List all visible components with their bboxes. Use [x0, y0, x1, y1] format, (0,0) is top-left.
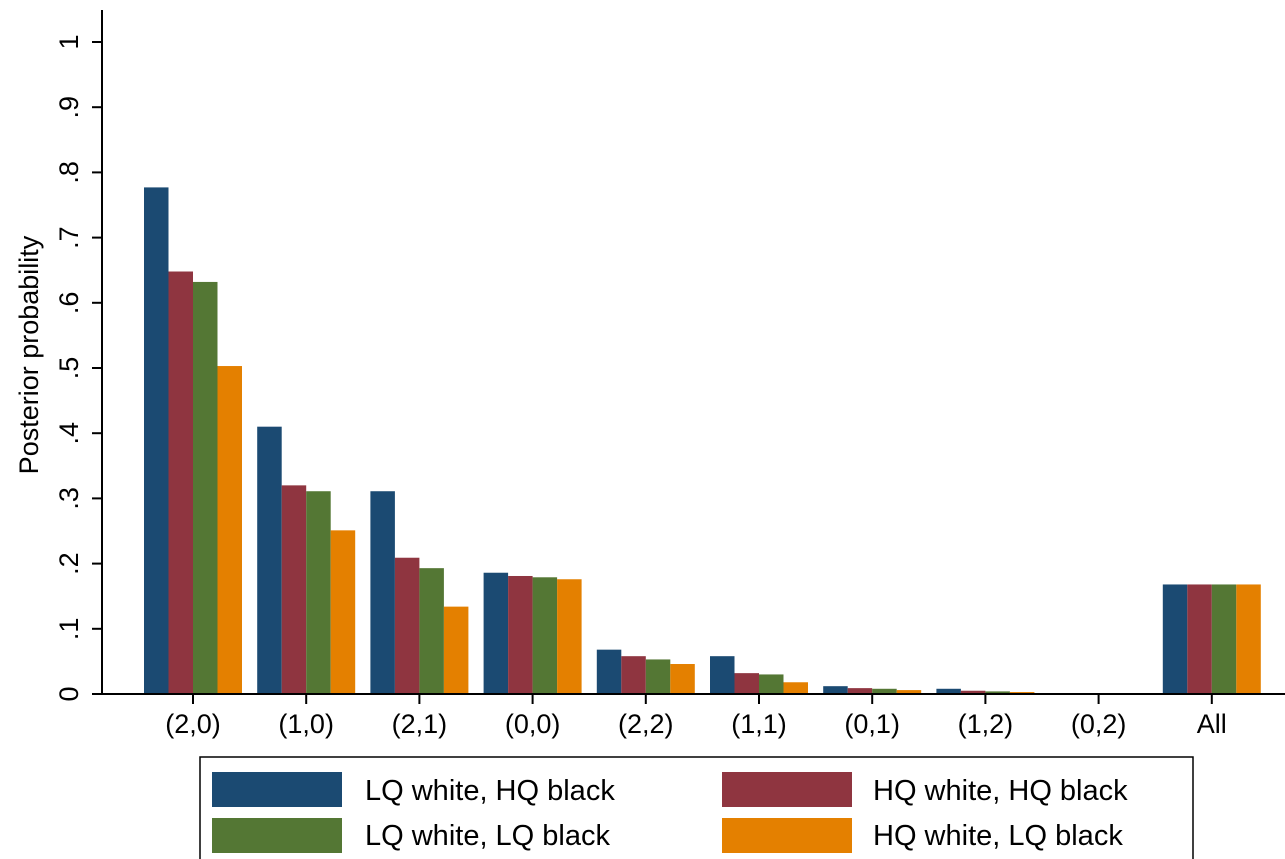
y-tick-label: .1: [54, 618, 84, 641]
bar-1-10: [1162, 584, 1188, 694]
bar-1-5: [596, 649, 622, 694]
axes-layer: [101, 10, 1285, 695]
bar-3-8: [985, 691, 1010, 694]
bar-2-1: [168, 271, 193, 694]
y-tick-label: 0: [54, 686, 84, 701]
bar-2-2: [281, 485, 307, 694]
x-tick-label: (2,0): [165, 709, 221, 739]
legend: LQ white, HQ black HQ white, HQ black LQ w…: [199, 756, 1194, 859]
y-tick-label: .7: [54, 226, 84, 249]
x-tick-label: (0,2): [1071, 709, 1127, 739]
legend-swatch-4: [722, 818, 852, 853]
bar-1-1: [144, 187, 169, 694]
bar-2-5: [621, 656, 646, 694]
y-tick-label: .2: [54, 552, 84, 575]
bar-4-7: [896, 690, 922, 694]
bar-2-6: [734, 673, 759, 694]
bar-2-8: [960, 690, 986, 694]
y-ticks: 0 .1 .2 .3 .4 .5 .6 .7 .8 .9 1: [54, 34, 102, 702]
legend-label-3: LQ white, LQ black: [365, 820, 610, 852]
bar-3-2: [306, 491, 331, 694]
bar-3-7: [872, 688, 897, 694]
bar-4-3: [443, 606, 469, 694]
bar-3-6: [759, 674, 784, 694]
bar-4-1: [217, 366, 242, 694]
bar-1-7: [823, 686, 848, 694]
legend-swatch-2: [722, 772, 852, 807]
legend-label-1: LQ white, HQ black: [365, 775, 615, 807]
y-tick-label: .8: [54, 161, 84, 184]
legend-swatch-1: [212, 772, 342, 807]
bars-layer: [144, 187, 1261, 694]
y-tick-label: .3: [54, 487, 84, 510]
bar-4-4: [557, 579, 582, 694]
bar-2-4: [508, 575, 533, 694]
bar-2-7: [847, 688, 873, 694]
bar-1-8: [936, 688, 961, 694]
x-tick-label: (1,1): [731, 709, 787, 739]
legend-box: [199, 756, 1194, 859]
bar-2-10: [1187, 584, 1212, 694]
x-ticks: (2,0) (1,0) (2,1) (0,0) (2,2) (1,1) (0,1) (1,2)…: [165, 694, 1227, 739]
y-axis-title: Posterior probability: [14, 235, 44, 474]
bar-1-2: [257, 426, 282, 694]
y-tick-label: 1: [54, 34, 84, 49]
x-tick-label: (2,1): [392, 709, 448, 739]
x-tick-label: (0,0): [505, 709, 561, 739]
y-tick-label: .9: [54, 96, 84, 119]
bar-2-3: [394, 557, 420, 694]
x-tick-label: (0,1): [844, 709, 900, 739]
legend-label-2: HQ white, HQ black: [873, 775, 1128, 807]
bar-4-2: [330, 530, 356, 694]
bar-4-5: [670, 664, 695, 694]
bar-3-5: [645, 659, 671, 694]
bar-1-3: [370, 491, 395, 694]
x-tick-label: (1,2): [958, 709, 1014, 739]
y-tick-label: .5: [54, 357, 84, 380]
bar-3-1: [193, 281, 218, 694]
x-tick-label: All: [1197, 709, 1227, 739]
y-tick-label: .4: [54, 422, 84, 445]
x-tick-label: (1,0): [278, 709, 334, 739]
legend-swatch-3: [212, 818, 342, 853]
y-tick-label: .6: [54, 292, 84, 315]
bar-4-10: [1236, 584, 1261, 694]
bar-4-6: [783, 682, 808, 694]
bar-3-10: [1211, 584, 1237, 694]
bar-1-6: [710, 656, 735, 694]
bar-3-4: [532, 577, 558, 694]
bar-3-3: [419, 568, 444, 694]
bar-1-4: [483, 572, 509, 694]
x-tick-label: (2,2): [618, 709, 674, 739]
legend-label-4: HQ white, LQ black: [873, 820, 1123, 852]
